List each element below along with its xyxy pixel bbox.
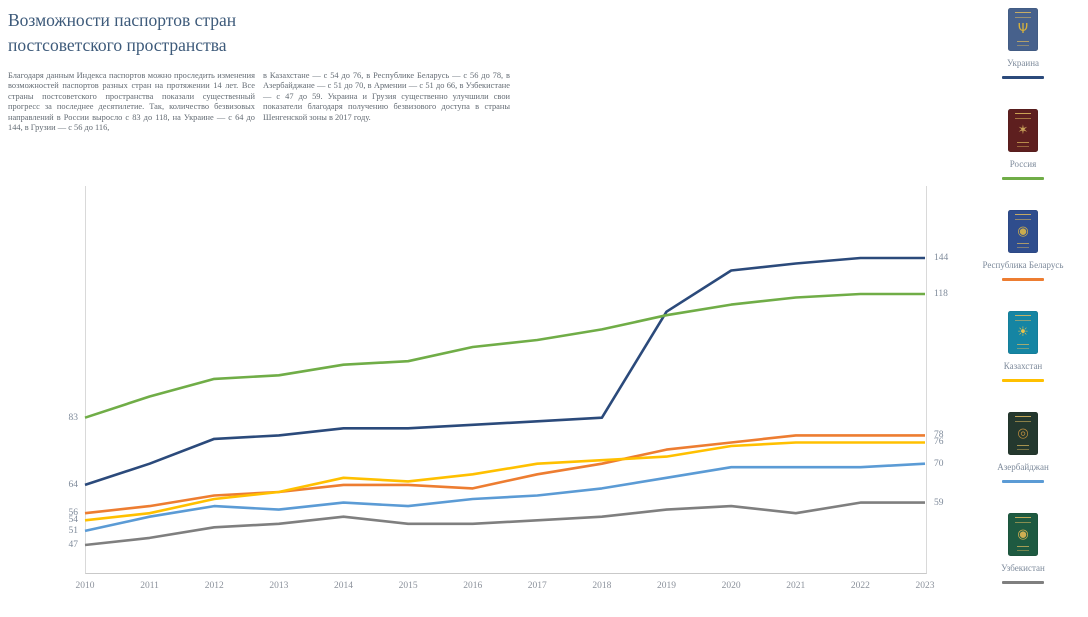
chart-legend: Ψ Украина ✶ Россия ◉ Республика Беларусь ☀ Каза… bbox=[958, 8, 1088, 584]
x-axis-tick-label-2013: 2013 bbox=[269, 581, 289, 591]
value-label-left-республика-беларусь: 56 bbox=[68, 508, 79, 519]
round-emblem-icon: ◉ bbox=[1017, 224, 1029, 239]
x-axis-tick-label-2021: 2021 bbox=[786, 581, 806, 591]
passport-cover-украина: Ψ bbox=[1008, 8, 1038, 51]
value-label-left-казахстан: 54 bbox=[68, 515, 79, 526]
value-label-right-россия: 118 bbox=[934, 289, 948, 299]
legend-label: Узбекистан bbox=[1001, 563, 1045, 573]
x-axis-tick-label-2016: 2016 bbox=[463, 581, 483, 591]
x-axis-tick-label-2010: 2010 bbox=[75, 581, 95, 591]
page-title-line2: постсоветского пространства bbox=[8, 35, 227, 55]
passport-cover-узбекистан: ◉ bbox=[1007, 513, 1038, 556]
round-emblem-icon: ◉ bbox=[1017, 527, 1029, 542]
value-label-right-азербайджан: 70 bbox=[934, 458, 944, 469]
page-title: Возможности паспортов стран постсоветско… bbox=[8, 8, 308, 58]
intro-paragraph-1: Благодаря данным Индекса паспортов можно… bbox=[8, 71, 255, 133]
legend-label: Украина bbox=[1006, 58, 1040, 68]
legend-color-line bbox=[1001, 581, 1044, 584]
legend-item-азербайджан: ◎ Азербайджан bbox=[997, 412, 1049, 483]
x-axis-tick-label-2019: 2019 bbox=[657, 581, 677, 591]
x-axis-tick-label-2023: 2023 bbox=[915, 581, 935, 591]
value-label-right-украина: 144 bbox=[934, 253, 949, 263]
passport-cover-казахстан: ☀ bbox=[1008, 311, 1038, 354]
trident-emblem-icon: Ψ bbox=[1017, 22, 1029, 37]
intro-paragraph-2: в Казахстане — с 54 до 76, в Республике … bbox=[263, 71, 510, 122]
x-axis-tick-label-2011: 2011 bbox=[140, 581, 159, 591]
sun-emblem-icon: ☀ bbox=[1017, 325, 1029, 340]
value-label-left-россия: 83 bbox=[68, 412, 79, 423]
legend-color-line bbox=[1001, 278, 1044, 281]
legend-item-казахстан: ☀ Казахстан bbox=[1002, 311, 1044, 382]
value-label-left-азербайджан: 51 bbox=[68, 525, 79, 536]
passport-cover-республика-беларусь: ◉ bbox=[1007, 210, 1038, 253]
x-axis-tick-label-2022: 2022 bbox=[850, 581, 870, 591]
legend-item-узбекистан: ◉ Узбекистан bbox=[1001, 513, 1045, 584]
page-title-line1: Возможности паспортов стран bbox=[8, 10, 237, 30]
eagle-emblem-icon: ✶ bbox=[1017, 123, 1029, 138]
plot-area bbox=[85, 186, 927, 574]
legend-item-украина: Ψ Украина bbox=[1002, 8, 1044, 79]
x-axis-tick-label-2020: 2020 bbox=[721, 581, 741, 591]
value-label-left-украина: 64 bbox=[68, 479, 79, 490]
legend-color-line bbox=[1002, 177, 1044, 180]
x-axis-tick-label-2014: 2014 bbox=[333, 581, 353, 591]
legend-label: Россия bbox=[1009, 159, 1037, 169]
legend-color-line bbox=[1002, 76, 1044, 79]
passport-cover-россия: ✶ bbox=[1008, 109, 1038, 152]
value-label-right-республика-беларусь: 78 bbox=[934, 430, 944, 441]
round-emblem-icon: ◎ bbox=[1017, 426, 1029, 441]
value-label-right-казахстан: 76 bbox=[934, 437, 944, 448]
passport-cover-азербайджан: ◎ bbox=[1008, 412, 1038, 455]
value-label-right-узбекистан: 59 bbox=[934, 497, 944, 508]
x-axis-tick-label-2017: 2017 bbox=[527, 581, 547, 591]
x-axis-tick-label-2012: 2012 bbox=[204, 581, 224, 591]
legend-label: Азербайджан bbox=[997, 462, 1049, 472]
legend-label: Казахстан bbox=[1003, 361, 1043, 371]
x-axis-tick-label-2018: 2018 bbox=[592, 581, 612, 591]
x-axis-tick-label-2015: 2015 bbox=[398, 581, 418, 591]
legend-label: Республика Беларусь bbox=[982, 260, 1064, 270]
legend-color-line bbox=[1002, 480, 1044, 483]
legend-color-line bbox=[1002, 379, 1044, 382]
legend-item-россия: ✶ Россия bbox=[1002, 109, 1044, 180]
value-label-left-узбекистан: 47 bbox=[68, 540, 79, 550]
legend-item-республика-беларусь: ◉ Республика Беларусь bbox=[982, 210, 1064, 281]
